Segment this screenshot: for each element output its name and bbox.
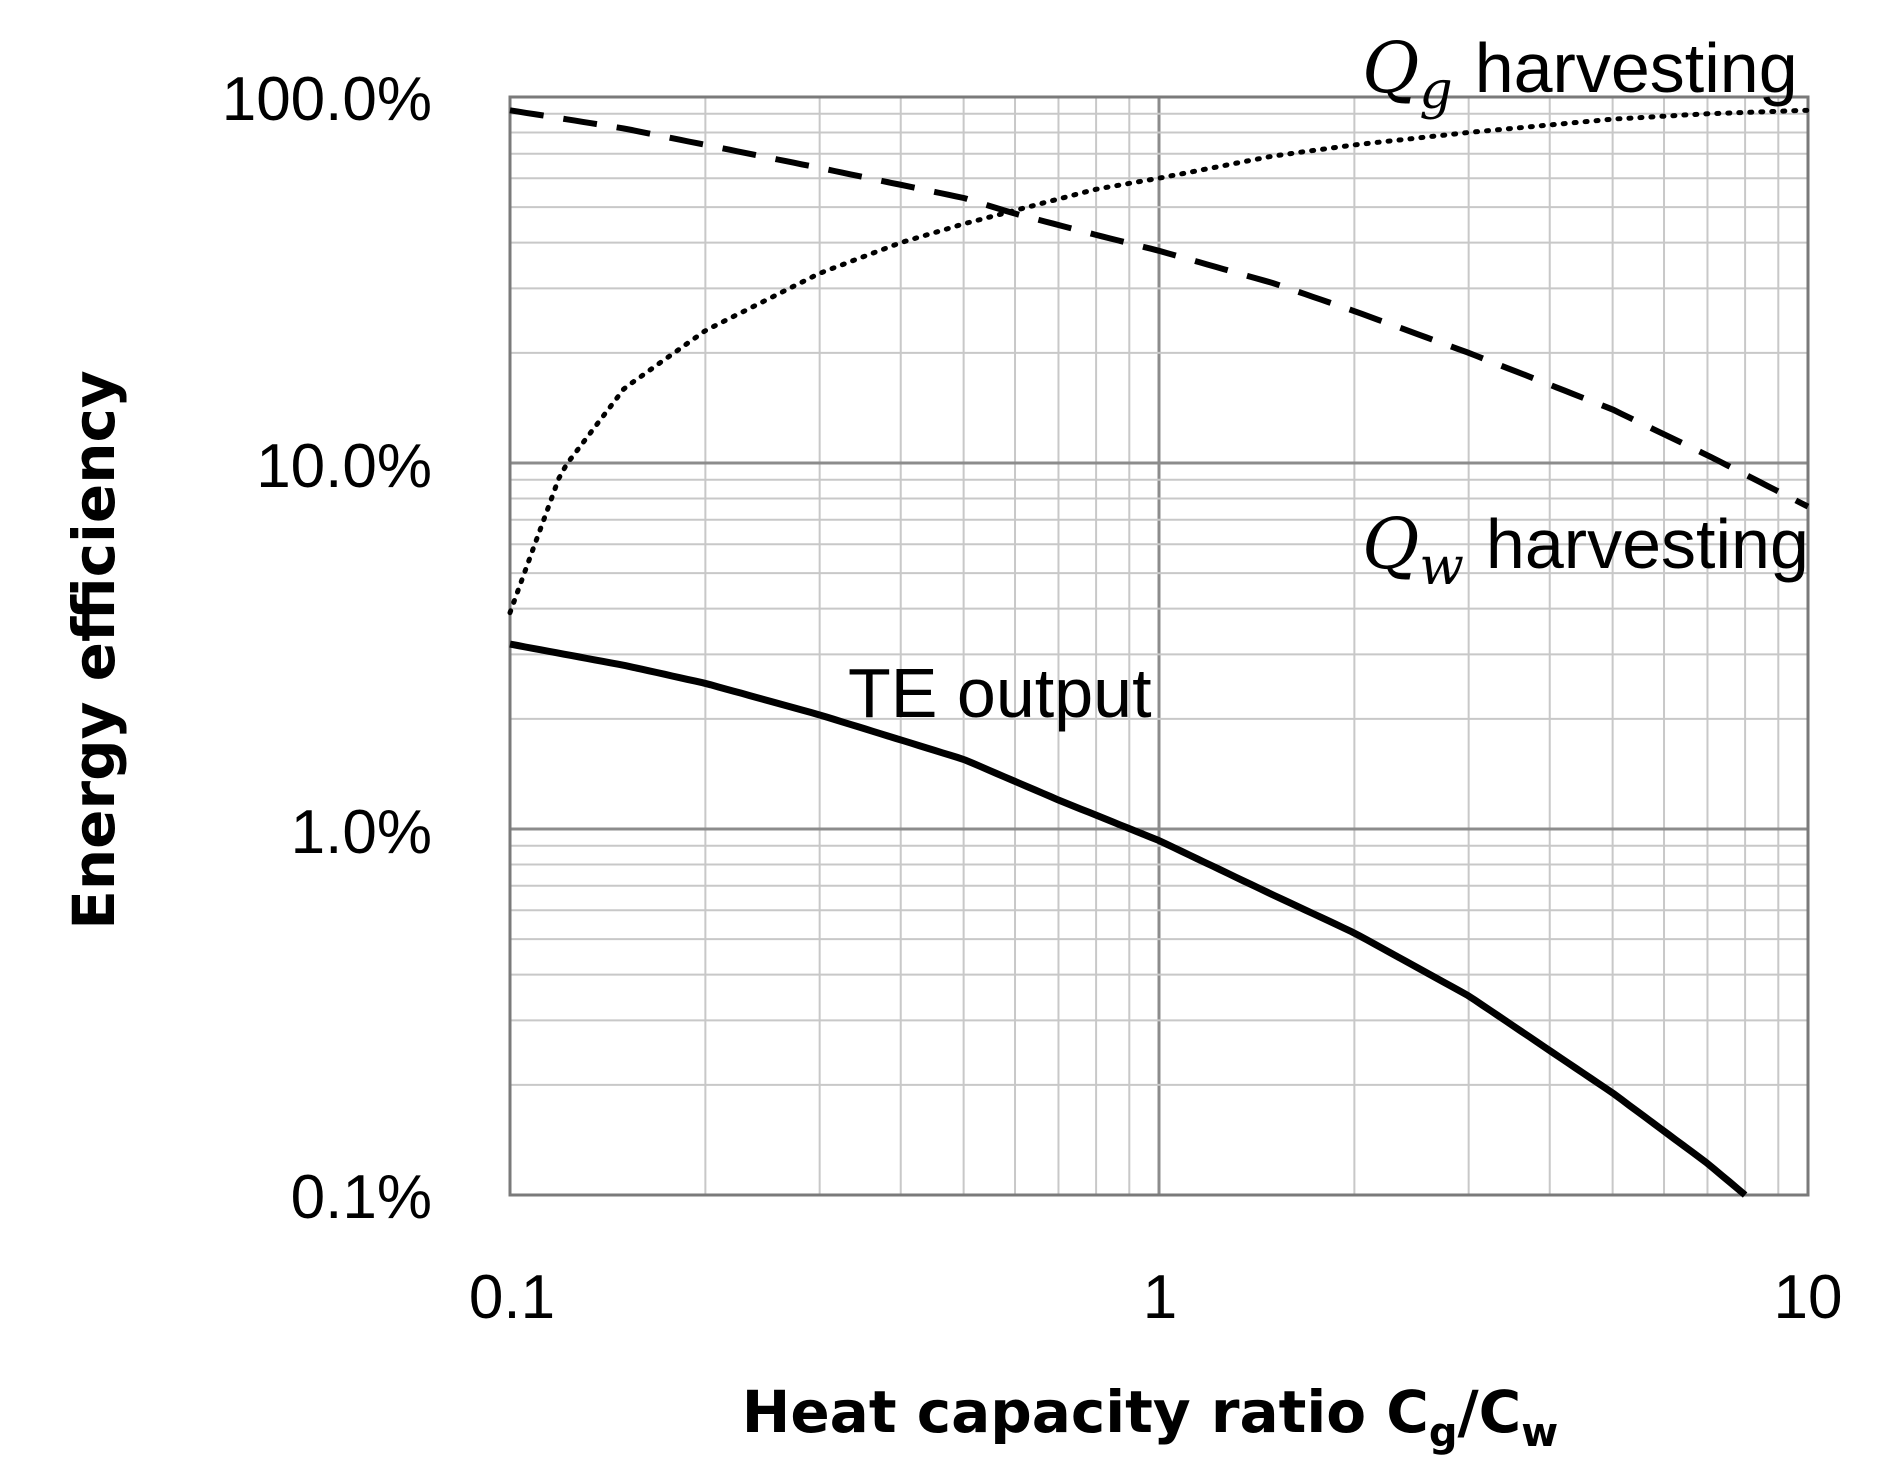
x-axis-title-mid: /C — [1458, 1378, 1522, 1446]
series-line-qg-harvesting — [507, 107, 1811, 616]
x-tick-label-10: 10 — [1774, 1263, 1843, 1332]
grid — [508, 97, 1808, 1197]
series-line-te-output — [509, 640, 1748, 1198]
y-tick-label-100: 100.0% — [222, 65, 432, 134]
qw-harvesting-label: Qw harvesting — [1362, 503, 1809, 597]
x-axis-title-main: Heat capacity ratio C — [742, 1378, 1429, 1446]
x-axis-title-sub-w: w — [1521, 1410, 1558, 1456]
qg-harvesting-label: Qg harvesting — [1362, 27, 1798, 121]
series-layer — [507, 107, 1811, 1198]
series-line-qw-harvesting — [509, 107, 1810, 510]
x-tick-label-0.1: 0.1 — [469, 1263, 555, 1332]
x-axis-title-sub-g: g — [1429, 1410, 1458, 1456]
qw-subscript: w — [1419, 537, 1464, 597]
y-axis-title: Energy efficiency — [60, 370, 128, 929]
qw-symbol: Q — [1362, 503, 1419, 585]
qg-text: harvesting — [1475, 29, 1798, 107]
x-tick-label-1: 1 — [1143, 1263, 1177, 1332]
qw-text: harvesting — [1486, 505, 1809, 583]
qg-symbol: Q — [1362, 27, 1419, 109]
y-tick-label-0.1: 0.1% — [291, 1163, 432, 1232]
y-tick-label-1: 1.0% — [291, 798, 432, 867]
te-output-label: TE output — [848, 654, 1152, 732]
y-tick-label-10: 10.0% — [256, 432, 432, 501]
qg-subscript: g — [1419, 61, 1452, 121]
x-axis-title: Heat capacity ratio Cg/Cw — [742, 1378, 1558, 1456]
